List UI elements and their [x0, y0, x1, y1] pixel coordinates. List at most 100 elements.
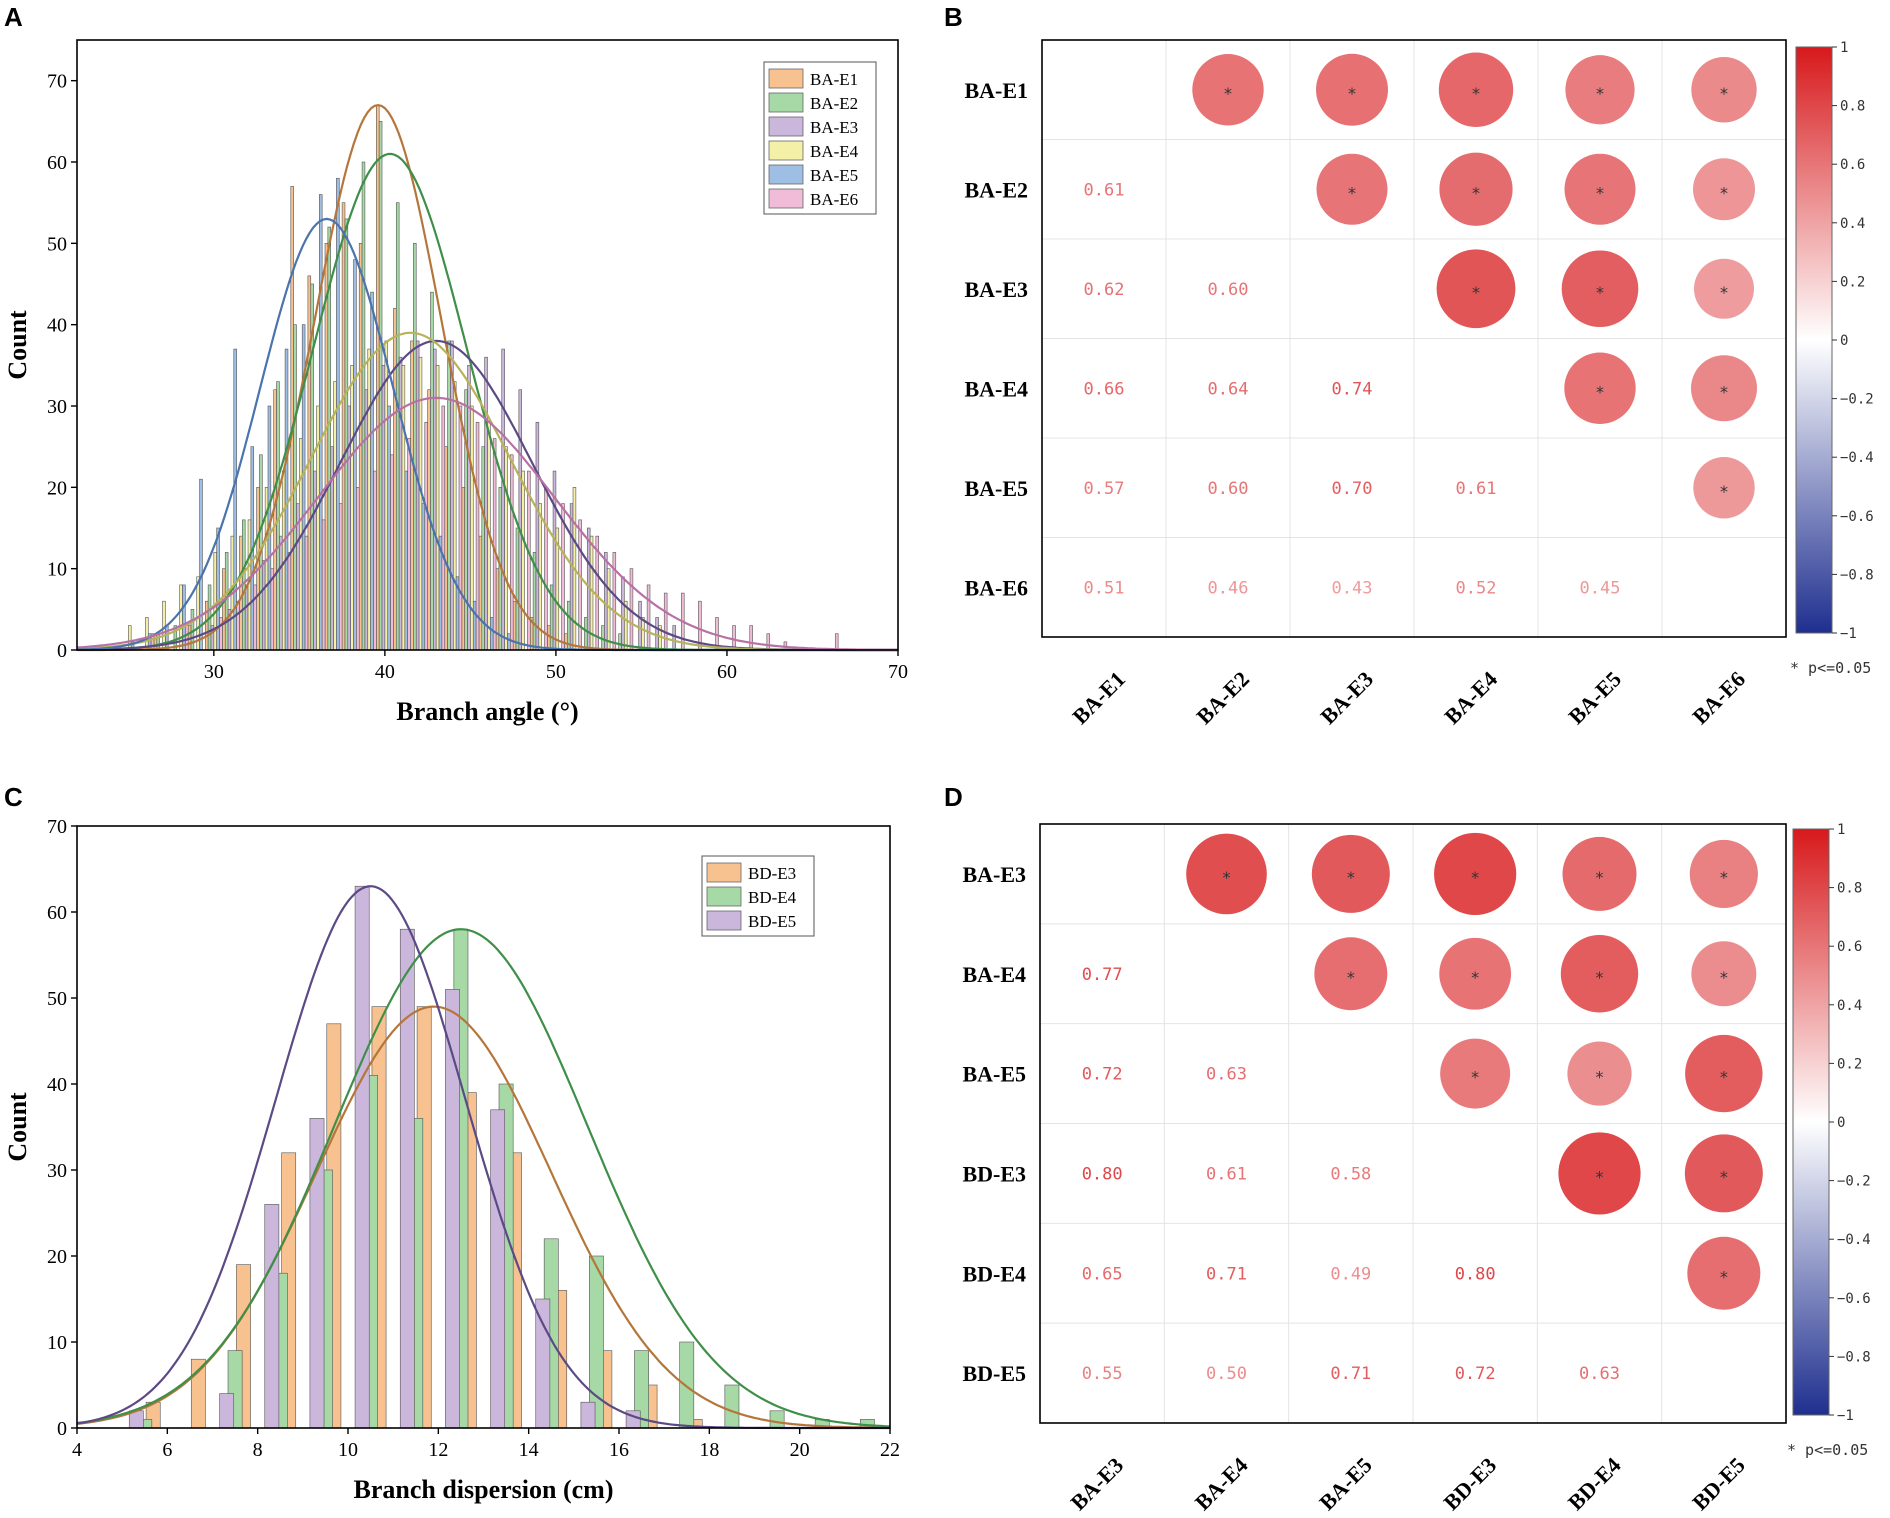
correlation-circle [1564, 352, 1636, 424]
x-tick-label: 6 [162, 1439, 172, 1461]
histogram-bar [569, 503, 574, 651]
y-tick-label: 30 [47, 396, 67, 418]
histogram-bar [333, 381, 337, 651]
legend-swatch [768, 116, 804, 137]
column-label: BD-E4 [1563, 1452, 1626, 1515]
histogram-bar [458, 405, 463, 651]
significance-star: * [1472, 183, 1480, 202]
correlation-value: 0.64 [1208, 379, 1249, 399]
histogram-bar [239, 535, 243, 651]
histogram-bar [490, 617, 494, 651]
y-tick-label: 40 [47, 315, 67, 337]
histogram-bar [490, 1109, 506, 1429]
correlation-circle [1561, 250, 1639, 328]
legend-label: BA-E2 [810, 94, 858, 113]
y-tick-label: 20 [47, 477, 67, 499]
histogram-bar [834, 633, 839, 651]
x-axis-title: Branch angle (°) [396, 697, 578, 726]
legend-label: BD-E5 [748, 912, 796, 931]
histogram-bar [350, 365, 354, 651]
histogram-bar [444, 446, 448, 651]
histogram-bar [547, 625, 551, 651]
significance-star: * [1596, 968, 1604, 987]
correlation-value: 0.61 [1206, 1164, 1247, 1184]
significance-star: * [1720, 968, 1728, 987]
histogram-c: 4 6 8 10 12 14 16 18 20 22 0 10 20 30 40 50 60 70 Branch d… [3, 816, 900, 1504]
correlation-value: 0.61 [1456, 479, 1497, 499]
significance-star: * [1224, 84, 1232, 103]
histogram-bar [663, 592, 668, 651]
correlation-value: 0.61 [1084, 180, 1125, 200]
correlation-circle [1436, 249, 1516, 329]
correlation-value: 0.63 [1206, 1065, 1247, 1085]
column-label: BD-E5 [1687, 1452, 1750, 1515]
histogram-bar [461, 487, 465, 651]
histogram-bar [470, 405, 474, 651]
significance-star: * [1348, 183, 1356, 202]
colorbar [1795, 46, 1833, 634]
row-label: BA-E5 [962, 1062, 1026, 1087]
correlation-circle [1562, 836, 1637, 911]
normal-fit-curve [76, 396, 898, 652]
histogram-bar [224, 552, 229, 651]
correlation-circle [1687, 1236, 1761, 1310]
correlation-value: 0.74 [1332, 379, 1373, 399]
histogram-bar [253, 584, 257, 651]
significance-star: * [1720, 84, 1728, 103]
y-tick-label: 10 [47, 559, 67, 581]
correlation-matrix-b: * * * * *0.61 * * * *0.62 0.60 * * *0.66 0.64 0.74 * *0.… [964, 39, 1874, 729]
correlation-value: 0.60 [1208, 280, 1249, 300]
histogram-bar [478, 535, 483, 651]
histogram-bar [584, 617, 588, 651]
histogram-bar [390, 454, 394, 651]
histogram-bar [535, 1298, 551, 1429]
correlation-circle [1314, 937, 1388, 1011]
colorbar-tick-label: 0.4 [1840, 216, 1865, 232]
x-tick-label: 22 [880, 1439, 900, 1461]
correlation-value: 0.52 [1456, 578, 1497, 598]
histogram-bar [430, 291, 434, 651]
y-tick-label: 60 [47, 152, 67, 174]
histogram-bar [404, 470, 408, 651]
histogram-bar [244, 584, 249, 651]
colorbar-tick-label: 0.2 [1837, 1056, 1862, 1072]
histogram-bar [578, 519, 582, 651]
histogram-bar [515, 527, 520, 651]
correlation-value: 0.65 [1082, 1264, 1123, 1284]
histogram-bar [344, 218, 349, 651]
histogram-bar [387, 405, 391, 651]
legend-swatch [768, 164, 804, 185]
histogram-bar [338, 503, 343, 651]
significance-star: * [1720, 868, 1728, 887]
correlation-circle [1685, 1034, 1763, 1113]
histogram-bar [354, 885, 370, 1429]
column-label: BA-E2 [1191, 666, 1254, 729]
correlation-circle [1691, 57, 1757, 123]
row-label: BA-E4 [964, 376, 1028, 401]
matrix-frame [1041, 39, 1787, 638]
histogram-bar [341, 202, 346, 651]
colorbar-tick-label: 0.8 [1840, 99, 1865, 115]
correlation-circle [1316, 53, 1388, 126]
column-label: BA-E3 [1066, 1452, 1129, 1515]
correlation-circle [1684, 1134, 1763, 1213]
significance-star: * [1596, 84, 1604, 103]
significance-star: * [1596, 868, 1604, 887]
histogram-bar [638, 600, 642, 651]
histogram-bar [447, 340, 451, 651]
correlation-value: 0.62 [1084, 280, 1125, 300]
significance-star: * [1472, 84, 1480, 103]
colorbar-tick-label: 0.6 [1837, 939, 1862, 955]
histogram-bar [507, 633, 511, 651]
histogram-bar [261, 560, 266, 651]
significance-star: * [1720, 482, 1728, 501]
legend-label: BA-E4 [810, 142, 859, 161]
column-label: BA-E3 [1315, 666, 1378, 729]
correlation-circle [1192, 54, 1264, 126]
colorbar-tick-label: −1 [1837, 1408, 1854, 1424]
histogram-bar [604, 552, 608, 651]
column-label: BD-E3 [1439, 1452, 1502, 1515]
significance-note: * p<=0.05 [1787, 1441, 1868, 1459]
significance-star: * [1720, 1267, 1728, 1286]
histogram-bar [321, 519, 326, 651]
